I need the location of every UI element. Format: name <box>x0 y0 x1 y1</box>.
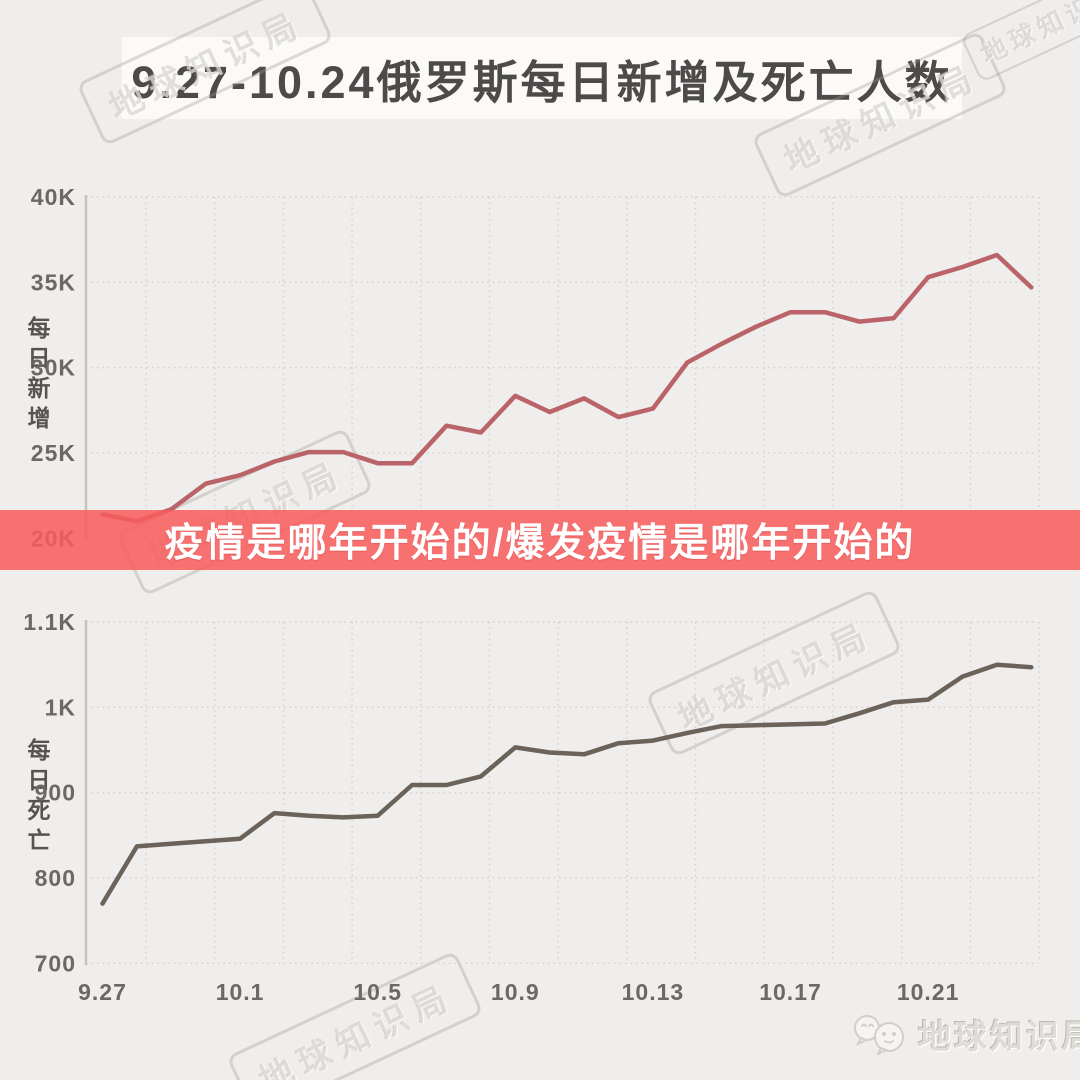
svg-text:800: 800 <box>35 865 76 891</box>
page-title: 9.27-10.24俄罗斯每日新增及死亡人数 <box>131 56 953 108</box>
svg-text:10.9: 10.9 <box>491 979 540 1005</box>
title-banner: 9.27-10.24俄罗斯每日新增及死亡人数 <box>122 37 962 119</box>
svg-text:40K: 40K <box>31 184 76 210</box>
y-axis-title-daily-deaths: 每日死亡 <box>24 738 50 858</box>
svg-text:700: 700 <box>35 950 76 976</box>
earth-chat-bubbles-icon <box>854 1015 904 1055</box>
svg-text:10.1: 10.1 <box>216 979 265 1005</box>
svg-text:10.21: 10.21 <box>897 979 960 1005</box>
svg-text:25K: 25K <box>31 440 76 466</box>
svg-text:1.1K: 1.1K <box>23 609 76 635</box>
svg-text:9.27: 9.27 <box>78 979 127 1005</box>
svg-text:10.17: 10.17 <box>759 979 822 1005</box>
svg-text:35K: 35K <box>31 269 76 295</box>
svg-text:1K: 1K <box>45 694 76 720</box>
brand-logo: 地球知识局 <box>851 1010 1080 1058</box>
overlay-banner: 疫情是哪年开始的/爆发疫情是哪年开始的 <box>0 510 1080 570</box>
svg-text:10.5: 10.5 <box>353 979 402 1005</box>
svg-text:10.13: 10.13 <box>622 979 685 1005</box>
y-axis-title-daily-new-cases: 每日新增 <box>24 316 50 436</box>
overlay-banner-text: 疫情是哪年开始的/爆发疫情是哪年开始的 <box>164 522 916 565</box>
svg-text:30K: 30K <box>31 355 76 381</box>
brand-logo-text: 地球知识局 <box>918 1018 1080 1055</box>
svg-text:900: 900 <box>35 780 76 806</box>
